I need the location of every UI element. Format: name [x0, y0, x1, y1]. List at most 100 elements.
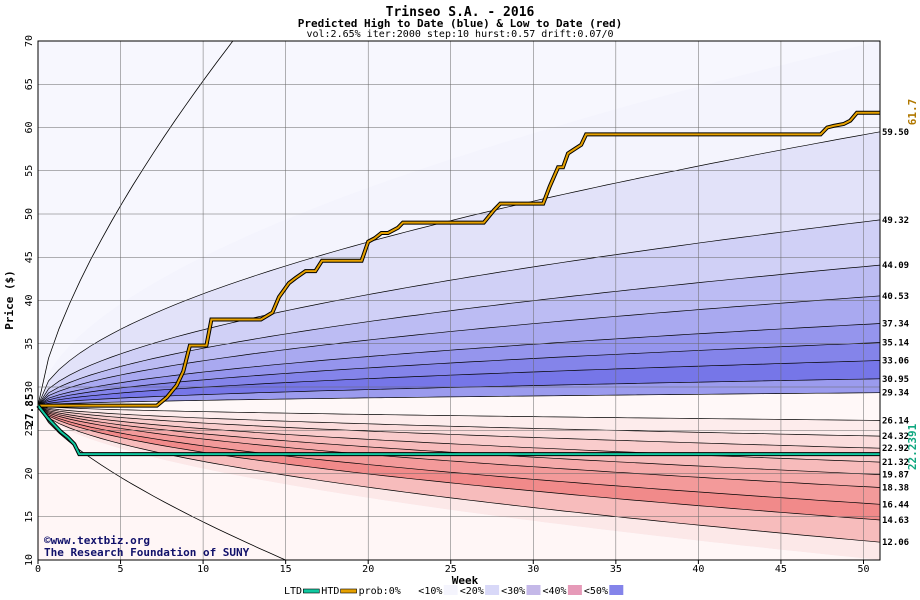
legend-swatch [609, 585, 624, 595]
band-value-label: 26.14 [882, 416, 910, 426]
band-value-label: 30.95 [882, 375, 909, 385]
legend-swatch [302, 588, 320, 594]
quantile-line [37, 378, 881, 406]
x-tick-label: 0 [35, 564, 41, 575]
quantile-line [37, 405, 881, 449]
band-value-label: 49.32 [882, 216, 909, 226]
legend-label: prob:0% [359, 586, 401, 597]
lower-band [38, 405, 880, 488]
band-value-label: 40.53 [882, 292, 909, 302]
legend-label: <30% [501, 586, 525, 597]
lower-band [38, 405, 880, 449]
band-value-label: 44.09 [882, 261, 909, 271]
axis-ticks: 0 5 10 15 20 25 30 35 40 45 50 10 15 20 25 30 35 40 45 50 55… [24, 35, 870, 575]
x-tick-label: 35 [610, 564, 622, 575]
x-tick-label: 40 [692, 564, 704, 575]
band-value-label: 37.34 [882, 320, 910, 330]
series-lines [36, 110, 880, 457]
lower-band [38, 405, 880, 543]
y-tick-label: 45 [24, 251, 35, 263]
chart-legend: LTD HTD prob:0% <10% <20% <30% <40% <50% [284, 585, 624, 597]
quantile-line [37, 405, 881, 543]
y-tick-label: 15 [24, 511, 35, 523]
band-value-label: 16.44 [882, 500, 910, 510]
legend-label: <50% [584, 586, 608, 597]
start-price-label: 27.85 [23, 393, 36, 426]
legend-label: <20% [460, 586, 484, 597]
quantile-line [37, 392, 881, 406]
y-tick-label: 30 [24, 381, 35, 393]
x-tick-label: 20 [362, 564, 374, 575]
copyright-text: ©www.textbiz.org [44, 534, 150, 547]
upper-band [38, 378, 880, 406]
grid-lines [38, 41, 880, 560]
quantile-line [37, 131, 881, 406]
x-axis-label: Week [452, 574, 479, 587]
plot-frame [37, 40, 881, 561]
y-tick-label: 55 [24, 165, 35, 177]
htd-line [38, 111, 880, 407]
band-value-label: 29.34 [882, 389, 910, 399]
x-tick-label: 5 [118, 564, 124, 575]
lower-band [38, 405, 880, 463]
y-tick-label: 50 [24, 208, 35, 220]
y-tick-label: 65 [24, 78, 35, 90]
band-value-label: 18.38 [882, 484, 909, 494]
x-tick-label: 30 [527, 564, 539, 575]
band-value-label: 14.63 [882, 516, 909, 526]
x-tick-label: 50 [857, 564, 869, 575]
chart-parameters: vol:2.65% iter:2000 step:10 hurst:0.57 d… [306, 29, 613, 40]
quantile-line [37, 405, 881, 488]
chart-subtitle: Predicted High to Date (blue) & Low to D… [298, 17, 623, 30]
quantile-line [37, 219, 881, 406]
band-value-label: 19.87 [882, 471, 909, 481]
legend-swatch [567, 585, 582, 595]
y-tick-label: 20 [24, 467, 35, 479]
y-tick-label: 70 [24, 35, 35, 47]
upper-band [38, 41, 880, 406]
x-tick-label: 10 [197, 564, 209, 575]
band-value-label: 59.50 [882, 128, 909, 138]
maximum-envelope-line [37, 40, 880, 406]
upper-band [38, 323, 880, 406]
chart-title: Trinseo S.A. - 2016 [386, 5, 535, 20]
upper-band [38, 265, 880, 406]
y-tick-label: 35 [24, 338, 35, 350]
legend-swatch [526, 585, 541, 595]
legend-label: <10% [418, 586, 442, 597]
quantile-line [37, 295, 881, 406]
lower-band [38, 405, 880, 520]
organization-text: The Research Foundation of SUNY [44, 546, 250, 559]
ltd-line [37, 404, 880, 456]
band-value-label: 33.06 [882, 357, 909, 367]
quantile-line [37, 405, 881, 505]
minimum-envelope-line [37, 405, 286, 561]
quantile-line [37, 405, 881, 463]
y-tick-label: 10 [24, 554, 35, 566]
legend-swatch [402, 585, 417, 595]
band-value-labels: 59.50 49.32 44.09 40.53 37.34 35.14 33.06 30.95… [882, 128, 910, 548]
lower-band [38, 405, 880, 560]
quantile-line [37, 264, 881, 406]
y-tick-label: 60 [24, 121, 35, 133]
legend-swatch [485, 585, 500, 595]
lower-band [38, 405, 880, 505]
y-tick-label: 40 [24, 294, 35, 306]
ltd-final-label: 22.2391 [906, 423, 919, 470]
htd-final-label: 61.7 [906, 99, 919, 126]
x-tick-label: 25 [445, 564, 457, 575]
band-value-label: 24.32 [882, 432, 909, 442]
legend-swatch [340, 588, 357, 594]
x-tick-label: 15 [280, 564, 292, 575]
band-value-label: 35.14 [882, 339, 910, 349]
upper-band [38, 219, 880, 406]
legend-label: HTD [321, 586, 339, 597]
band-value-label: 12.06 [882, 538, 909, 548]
y-tick-label: 25 [24, 424, 35, 436]
upper-band [38, 360, 880, 406]
y-axis-label: Price ($) [3, 270, 16, 330]
quantile-line [37, 405, 881, 521]
x-tick-label: 45 [775, 564, 787, 575]
lower-band [38, 405, 880, 437]
